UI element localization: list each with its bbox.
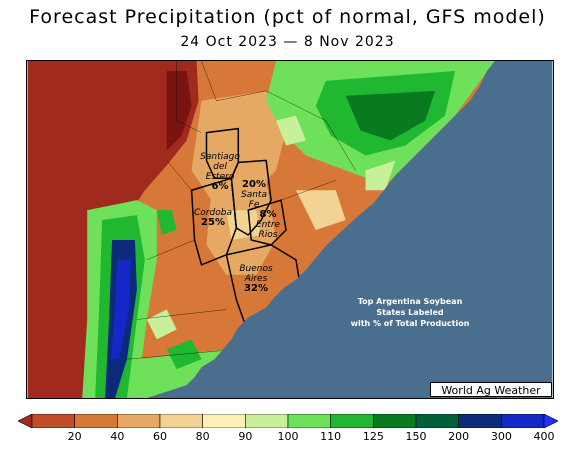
legend-swatch (458, 414, 502, 428)
legend-swatch (117, 414, 161, 428)
legend-swatch (501, 414, 545, 428)
legend-tick-label: 100 (277, 430, 299, 443)
legend-tick-label: 110 (320, 430, 342, 443)
legend-swatch (330, 414, 374, 428)
legend-tick-label: 400 (533, 430, 555, 443)
legend-tick-label: 150 (405, 430, 427, 443)
map-note: Top Argentina Soybean States Labeled with … (350, 297, 470, 328)
legend-swatch (245, 414, 289, 428)
legend-tick-label: 300 (490, 430, 512, 443)
date-range-subtitle: 24 Oct 2023 — 8 Nov 2023 (180, 34, 395, 50)
legend-swatch (31, 414, 75, 428)
credit-box: World Ag Weather (430, 382, 552, 397)
province-label-buenosaires: Buenos Aires 32% (239, 264, 273, 294)
legend-tick-label: 200 (448, 430, 470, 443)
province-label-cordoba: Cordoba 25% (194, 208, 232, 228)
province-label-santafe: 20% Santa Fe (241, 179, 267, 211)
legend-tick-label: 90 (238, 430, 253, 443)
legend-swatch (159, 414, 203, 428)
legend-tick-label: 125 (362, 430, 384, 443)
legend-swatch (543, 414, 558, 428)
legend-swatch (18, 414, 33, 428)
province-label-entrerios: 8% Entre Rios (255, 209, 281, 241)
legend-tick-label: 20 (67, 430, 82, 443)
legend-swatch (202, 414, 246, 428)
legend-swatch (415, 414, 459, 428)
legend-swatch (287, 414, 331, 428)
legend-swatch (373, 414, 417, 428)
legend-swatch (74, 414, 118, 428)
color-legend (18, 414, 558, 428)
province-label-santiago: Santiago del Estero 6% (200, 152, 240, 192)
legend-tick-label: 80 (195, 430, 210, 443)
legend-tick-label: 40 (110, 430, 125, 443)
map-title: Forecast Precipitation (pct of normal, G… (29, 6, 546, 28)
legend-tick-label: 60 (153, 430, 167, 443)
precipitation-map (26, 60, 554, 399)
